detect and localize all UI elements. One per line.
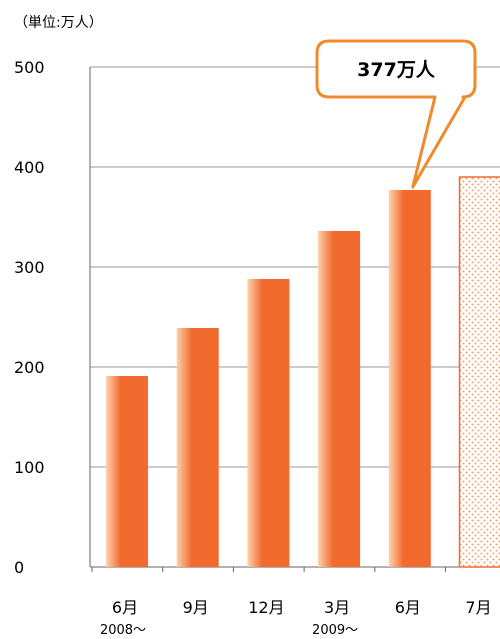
bars xyxy=(106,176,500,568)
bar xyxy=(106,376,148,567)
x-category-label: 12月 xyxy=(248,598,284,617)
x-category-label: 6月 xyxy=(395,598,421,617)
bar-projected xyxy=(458,176,500,568)
axes xyxy=(89,67,500,572)
labels: 0 100 200 300 400 500 6月 9月 12月 3月 6月 7月 2008〜 2009〜 xyxy=(14,58,492,638)
y-tick-label: 100 xyxy=(14,458,45,477)
y-tick-label: 400 xyxy=(14,158,45,177)
x-category-label: 6月 xyxy=(112,598,138,617)
x-year-label: 2009〜 xyxy=(312,623,358,638)
x-category-label: 7月 xyxy=(465,598,491,617)
y-tick-label: 300 xyxy=(14,258,45,277)
callout: 377万人 xyxy=(315,39,477,189)
x-category-label: 3月 xyxy=(324,598,350,617)
y-tick-label: 200 xyxy=(14,358,45,377)
callout-bubble xyxy=(315,39,477,189)
bar xyxy=(318,231,361,567)
bar xyxy=(247,279,290,567)
bar xyxy=(176,328,219,567)
x-category-label: 9月 xyxy=(183,598,209,617)
y-tick-label: 500 xyxy=(14,58,45,77)
bar xyxy=(388,190,431,567)
y-tick-label: 0 xyxy=(14,558,24,577)
callout-label: 377万人 xyxy=(357,59,436,81)
x-year-label: 2008〜 xyxy=(100,623,146,638)
unit-label: （単位:万人） xyxy=(14,15,103,31)
